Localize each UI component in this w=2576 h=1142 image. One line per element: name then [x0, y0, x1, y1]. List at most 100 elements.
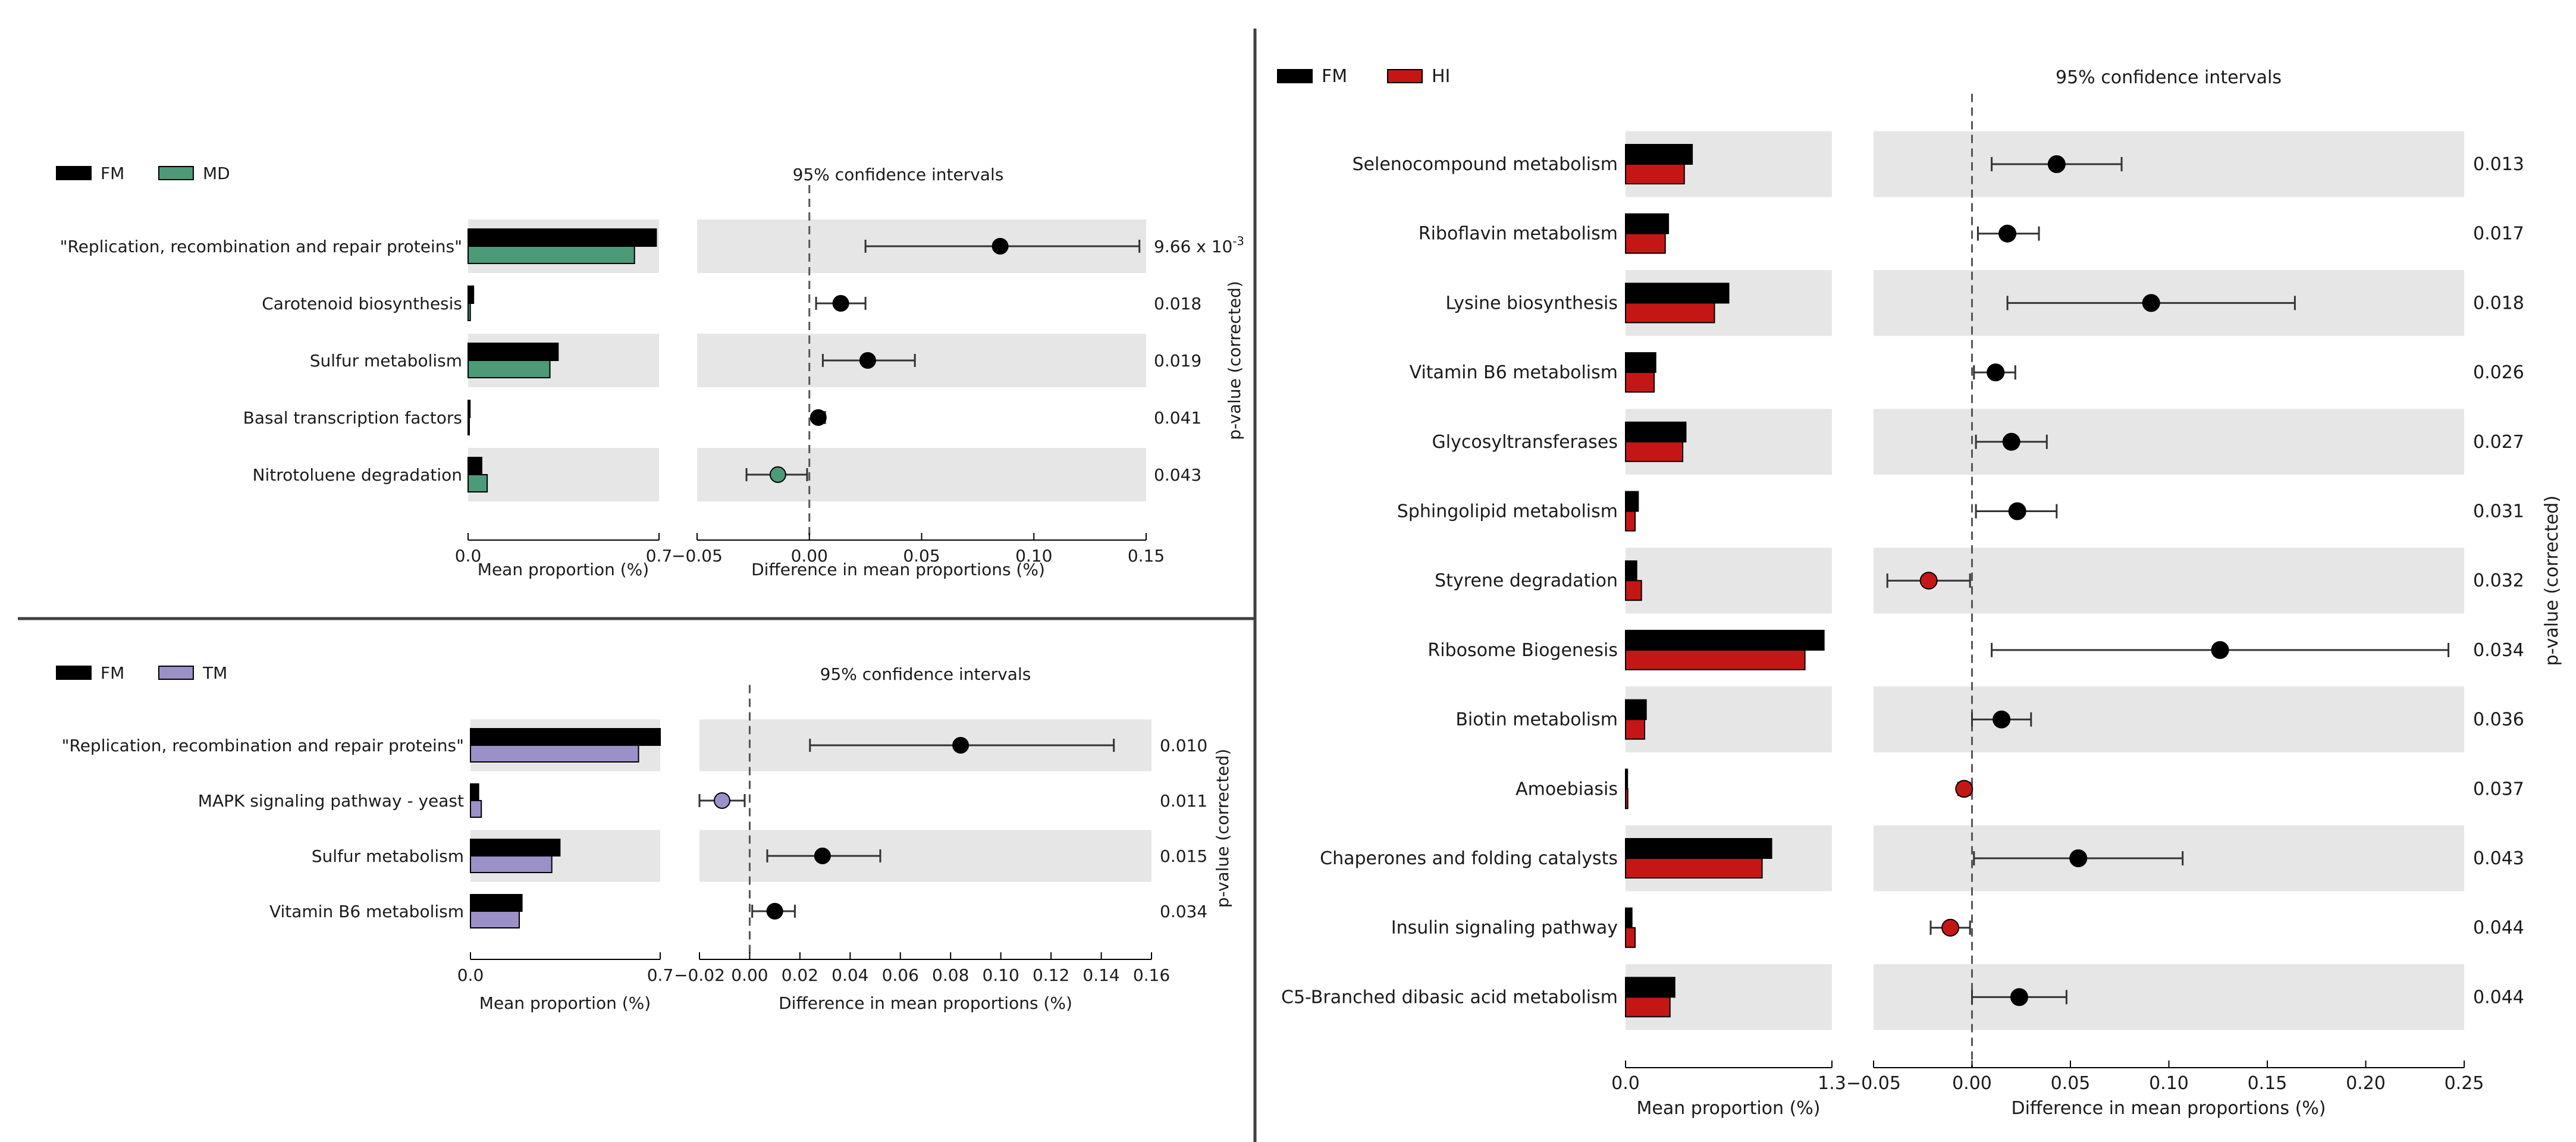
difference-point — [1919, 572, 1938, 590]
p-value: 0.036 — [2473, 710, 2524, 730]
mean-tick-label: 1.3 — [1818, 1073, 1846, 1094]
diff-tick-label: 0.15 — [1128, 546, 1165, 566]
p-value-exponent: -3 — [1232, 234, 1244, 248]
diff-tick-label: −0.05 — [1846, 1073, 1901, 1094]
difference-point — [2008, 502, 2026, 520]
p-value-axis-label: p-value (corrected) — [1213, 749, 1232, 908]
difference-point — [2010, 988, 2028, 1006]
difference-point — [832, 295, 849, 312]
feature-label: Amoebiasis — [1516, 779, 1618, 799]
mean-bar-hi — [1625, 719, 1646, 740]
panel-fm-tm: FM TM 95% confidence intervals "Replication… — [56, 663, 1232, 1013]
p-value: 0.034 — [1160, 902, 1207, 921]
mean-axis-label: Mean proportion (%) — [478, 560, 649, 579]
difference-point — [2069, 849, 2088, 867]
diff-tick-label: 0.05 — [2051, 1073, 2091, 1094]
feature-label: Vitamin B6 metabolism — [269, 902, 464, 921]
legend-label-fm: FM — [1322, 66, 1347, 87]
mean-bar-fm — [1625, 421, 1687, 443]
feature-label: Sphingolipid metabolism — [1397, 501, 1618, 522]
row-band — [1874, 131, 2464, 197]
mean-bar-fm — [1625, 977, 1676, 998]
mean-bar-tm — [470, 745, 639, 763]
legend-label-fm: FM — [101, 663, 124, 683]
p-value: 0.031 — [2473, 501, 2524, 522]
diff-tick-label: 0.20 — [2346, 1073, 2386, 1094]
ci-title: 95% confidence intervals — [793, 165, 1004, 184]
diff-axis-label: Difference in mean proportions (%) — [779, 993, 1072, 1013]
difference-point — [992, 238, 1009, 255]
legend-swatch-fm — [56, 166, 92, 180]
row-band — [1874, 686, 2464, 752]
row-band — [1874, 964, 2464, 1030]
mean-bar-tm — [470, 800, 482, 818]
feature-label: Sulfur metabolism — [312, 846, 464, 866]
diff-tick-label: 0.06 — [882, 965, 919, 985]
mean-bar-hi — [1625, 649, 1806, 670]
legend-label-hi: HI — [1432, 66, 1450, 87]
mean-bar-hi — [1625, 858, 1763, 879]
legend-swatch-hi — [1387, 69, 1423, 83]
difference-point — [1998, 224, 2017, 243]
mean-bar-tm — [470, 911, 520, 928]
mean-bar-hi — [1625, 996, 1671, 1018]
diff-tick-label: 0.14 — [1083, 965, 1119, 985]
mean-bar-hi — [1625, 788, 1629, 810]
diff-axis-label: Difference in mean proportions (%) — [2011, 1098, 2326, 1119]
feature-label: Nitrotoluene degradation — [253, 465, 462, 485]
difference-point — [1955, 780, 1973, 798]
diff-tick-label: 0.05 — [903, 546, 940, 566]
mean-tick-label: 0.0 — [457, 965, 484, 985]
p-value: 0.011 — [1160, 791, 1207, 811]
difference-point — [2047, 155, 2066, 173]
feature-label: Biotin metabolism — [1455, 710, 1618, 730]
mean-axis-label: Mean proportion (%) — [1637, 1098, 1821, 1119]
ci-title: 95% confidence intervals — [2056, 67, 2282, 88]
p-value: 0.044 — [2473, 987, 2524, 1008]
difference-point — [1987, 363, 2005, 382]
mean-bar-hi — [1625, 164, 1685, 184]
mean-bar-md — [467, 360, 551, 378]
diff-tick-label: 0.15 — [2248, 1073, 2288, 1094]
mean-bar-hi — [1625, 441, 1684, 462]
diff-tick-label: −0.02 — [674, 965, 725, 985]
p-value: 0.043 — [1154, 465, 1201, 485]
p-value: 0.041 — [1154, 408, 1201, 428]
mean-bar-fm — [467, 400, 471, 418]
difference-point — [809, 409, 827, 426]
mean-bar-fm — [1625, 213, 1670, 234]
mean-bar-md — [467, 303, 471, 321]
diff-tick-label: 0.10 — [982, 965, 1019, 985]
p-value-axis-label: p-value (corrected) — [1225, 281, 1244, 440]
legend-swatch-fm — [1277, 69, 1313, 83]
feature-label: C5-Branched dibasic acid metabolism — [1281, 987, 1618, 1008]
mean-tick-label: 0.7 — [646, 546, 673, 566]
row-band — [1874, 409, 2464, 475]
p-value-axis-label: p-value (corrected) — [2542, 495, 2562, 666]
mean-bar-fm — [1625, 699, 1647, 720]
mean-tick-label: 0.0 — [455, 546, 482, 566]
p-value: 0.019 — [1154, 351, 1201, 371]
feature-label: Carotenoid biosynthesis — [262, 294, 462, 313]
legend-label-fm: FM — [101, 164, 124, 183]
mean-bar-md — [467, 246, 635, 264]
p-value: 0.017 — [2473, 224, 2524, 244]
p-value: 0.015 — [1160, 846, 1207, 866]
mean-bar-fm — [467, 343, 559, 361]
feature-label: MAPK signaling pathway - yeast — [198, 791, 464, 811]
mean-bar-fm — [1625, 629, 1825, 651]
feature-label: Riboflavin metabolism — [1419, 224, 1618, 244]
p-value: 0.018 — [1154, 294, 1201, 313]
diff-tick-label: 0.00 — [731, 965, 768, 985]
difference-point — [2142, 294, 2160, 312]
p-value: 0.044 — [2473, 918, 2524, 939]
legend-swatch-md — [158, 166, 194, 180]
mean-bar-hi — [1625, 510, 1636, 532]
difference-point — [2211, 641, 2229, 659]
feature-label: Vitamin B6 metabolism — [1410, 362, 1618, 383]
mean-bar-md — [467, 474, 488, 492]
diff-tick-label: 0.02 — [782, 965, 818, 985]
legend-swatch-tm — [158, 666, 194, 680]
difference-point — [714, 792, 730, 809]
